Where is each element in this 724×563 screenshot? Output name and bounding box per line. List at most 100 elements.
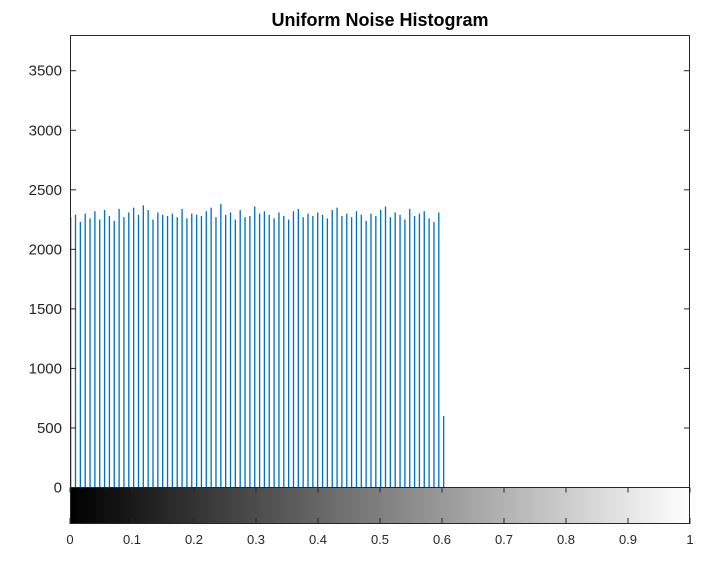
histogram-bar <box>399 214 401 488</box>
histogram-bar <box>234 219 237 488</box>
histogram-bar <box>418 213 421 488</box>
histogram-bar <box>132 207 135 488</box>
histogram-bar <box>346 213 348 488</box>
histogram-bar <box>152 219 154 488</box>
histogram-bar <box>220 204 222 488</box>
histogram-bar <box>433 221 435 488</box>
histogram-bar <box>74 214 77 488</box>
y-tick-label: 500 <box>37 420 62 437</box>
histogram-bar <box>389 217 392 488</box>
x-tick-label: 0.8 <box>557 532 575 547</box>
histogram-bar <box>268 214 270 488</box>
histogram-bar <box>438 212 440 488</box>
histogram-bar <box>210 207 212 488</box>
histogram-bar <box>394 212 396 488</box>
histogram-bar <box>103 210 106 488</box>
histogram-bar <box>365 220 367 488</box>
histogram-bar <box>205 211 207 488</box>
histogram-bar <box>147 210 149 488</box>
histogram-bar <box>321 214 324 488</box>
y-tick-label: 3000 <box>29 122 62 139</box>
histogram-bar <box>200 216 203 488</box>
histogram-bar <box>273 218 275 488</box>
x-tick-label: 0.9 <box>619 532 637 547</box>
histogram-bar <box>108 216 111 488</box>
y-tick-label: 1000 <box>29 360 62 377</box>
x-tick-label: 1 <box>686 532 693 547</box>
histogram-bar <box>84 213 86 488</box>
histogram-bar <box>287 219 290 488</box>
histogram-bar <box>99 219 101 488</box>
y-tick-label: 1500 <box>29 301 62 318</box>
histogram-bar <box>413 216 416 488</box>
chart-title: Uniform Noise Histogram <box>271 10 488 30</box>
histogram-bar <box>186 218 188 488</box>
histogram-bar <box>89 218 91 488</box>
histogram-bars <box>70 204 445 488</box>
histogram-bar <box>94 211 96 488</box>
grayscale-colorbar <box>70 487 690 524</box>
histogram-bar <box>283 216 285 488</box>
histogram-bar <box>157 212 159 488</box>
histogram-bar <box>336 207 338 488</box>
histogram-bar <box>128 212 130 488</box>
histogram-bar <box>215 217 217 488</box>
histogram-bar <box>166 216 169 488</box>
histogram-bar <box>113 220 115 488</box>
histogram-bar <box>297 208 299 488</box>
y-tick-label: 0 <box>54 480 62 497</box>
x-tick-label: 0.2 <box>185 532 203 547</box>
histogram-bar <box>355 211 358 488</box>
y-tick-label: 2500 <box>29 182 62 199</box>
x-tick-label: 0.5 <box>371 532 389 547</box>
histogram-bar <box>191 213 193 488</box>
histogram-bar <box>249 216 251 488</box>
histogram-bar <box>380 210 382 488</box>
histogram-bar <box>278 212 280 488</box>
histogram-bar <box>423 211 425 488</box>
y-tick-label: 2000 <box>29 241 62 258</box>
histogram-bar <box>341 216 343 488</box>
x-tick-label: 0.1 <box>123 532 141 547</box>
histogram-bar <box>360 214 362 488</box>
histogram-bar <box>370 213 372 488</box>
histogram-bar <box>229 212 232 488</box>
histogram-bar <box>350 217 353 488</box>
histogram-bar <box>79 221 82 488</box>
x-tick-label: 0.4 <box>309 532 327 547</box>
histogram-bar <box>404 219 406 488</box>
histogram-bar <box>302 217 304 488</box>
histogram-bar <box>176 217 178 488</box>
colorbar-gradient <box>70 487 690 524</box>
histogram-bar <box>142 205 144 488</box>
histogram-bar <box>375 216 377 488</box>
histogram-bar <box>195 214 198 488</box>
histogram-bar <box>326 218 329 488</box>
histogram-bar <box>312 216 314 488</box>
x-tick-label: 0.7 <box>495 532 513 547</box>
histogram-bar <box>118 208 120 488</box>
histogram-bar <box>442 416 445 488</box>
histogram-bar <box>137 214 140 488</box>
histogram-bar <box>244 217 246 488</box>
histogram-bar <box>258 213 261 488</box>
histogram-bar <box>254 206 256 488</box>
y-tick-label: 3500 <box>29 63 62 80</box>
histogram-bar <box>307 213 309 488</box>
histogram-bar <box>428 218 430 488</box>
y-axis: 0 500 1000 1500 2000 2500 3000 3500 <box>29 63 690 497</box>
histogram-bar <box>263 211 266 488</box>
histogram-bar <box>409 208 411 488</box>
histogram-bar <box>225 214 227 488</box>
x-axis: 0 0.1 0.2 0.3 0.4 0.5 0.6 0.7 0.8 0.9 1 <box>66 487 694 547</box>
histogram-bar <box>162 214 164 488</box>
histogram-bar <box>171 213 174 488</box>
histogram-bar <box>181 208 183 488</box>
x-tick-label: 0 <box>66 532 73 547</box>
histogram-bar <box>317 212 319 488</box>
x-tick-label: 0.3 <box>247 532 265 547</box>
histogram-bar <box>123 217 125 488</box>
x-tick-label: 0.6 <box>433 532 451 547</box>
